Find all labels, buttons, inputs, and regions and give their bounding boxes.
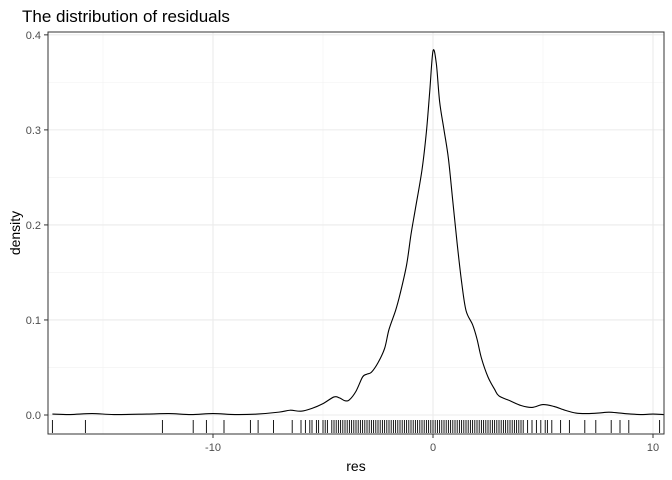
y-axis-title: density — [7, 211, 23, 255]
y-tick-label: 0.2 — [26, 220, 41, 232]
y-axis: 0.0 0.1 0.2 0.3 0.4 — [26, 30, 48, 422]
x-axis-title: res — [346, 458, 365, 474]
density-curve — [52, 49, 665, 416]
panel-border — [47, 31, 665, 435]
x-tick-label: -10 — [205, 442, 221, 454]
rug — [51, 420, 661, 433]
x-axis: -10 0 10 — [205, 434, 659, 454]
y-tick-label: 0.4 — [26, 30, 41, 42]
y-tick-label: 0.3 — [26, 125, 41, 137]
grid — [48, 32, 664, 434]
y-tick-label: 0.1 — [26, 315, 41, 327]
y-tick-label: 0.0 — [26, 410, 41, 422]
chart-title: The distribution of residuals — [22, 7, 230, 26]
x-tick-label: 0 — [430, 442, 436, 454]
x-tick-label: 10 — [647, 442, 659, 454]
